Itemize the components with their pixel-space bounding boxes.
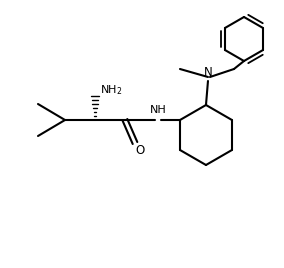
Text: O: O [135,144,145,158]
Text: NH: NH [150,105,166,115]
Text: N: N [204,66,212,80]
Text: NH$_2$: NH$_2$ [100,83,122,97]
